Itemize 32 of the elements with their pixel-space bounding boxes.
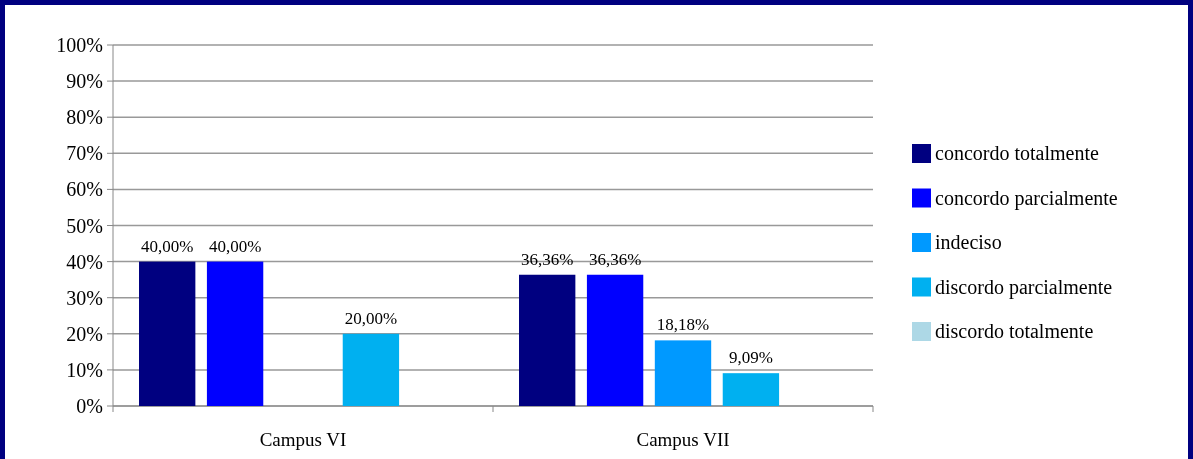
bar: [139, 261, 196, 406]
x-tick-label: Campus VII: [636, 429, 730, 450]
y-tick-label: 20%: [66, 322, 103, 345]
y-tick-label: 30%: [66, 286, 103, 309]
y-tick-label: 90%: [66, 70, 103, 93]
legend-label: discordo totalmente: [935, 320, 1094, 342]
legend-label: concordo totalmente: [935, 142, 1099, 164]
data-label: 40,00%: [208, 236, 262, 256]
y-tick-label: 10%: [66, 358, 103, 381]
y-tick-label: 100%: [56, 34, 103, 56]
legend-label: indeciso: [935, 231, 1002, 253]
bar: [722, 373, 780, 406]
y-tick-label: 50%: [66, 214, 103, 237]
bar: [654, 340, 712, 406]
bar: [586, 274, 644, 406]
x-tick-label: Campus VI: [259, 429, 347, 450]
bar: [519, 274, 576, 406]
y-tick-label: 60%: [66, 178, 103, 201]
data-label: 9,09%: [728, 348, 773, 368]
data-label: 36,36%: [588, 249, 642, 269]
data-label: 18,18%: [656, 315, 710, 335]
data-label: 36,36%: [520, 249, 574, 269]
bar: [342, 333, 400, 406]
y-tick-label: 80%: [66, 106, 103, 129]
y-tick-label: 70%: [66, 142, 103, 165]
data-label: 40,00%: [140, 236, 194, 256]
bar: [206, 261, 264, 406]
y-tick-label: 40%: [66, 250, 103, 273]
data-label: 20,00%: [344, 308, 398, 328]
legend-label: concordo parcialmente: [935, 186, 1118, 210]
legend-label: discordo parcialmente: [935, 275, 1113, 299]
y-tick-label: 0%: [76, 395, 103, 417]
